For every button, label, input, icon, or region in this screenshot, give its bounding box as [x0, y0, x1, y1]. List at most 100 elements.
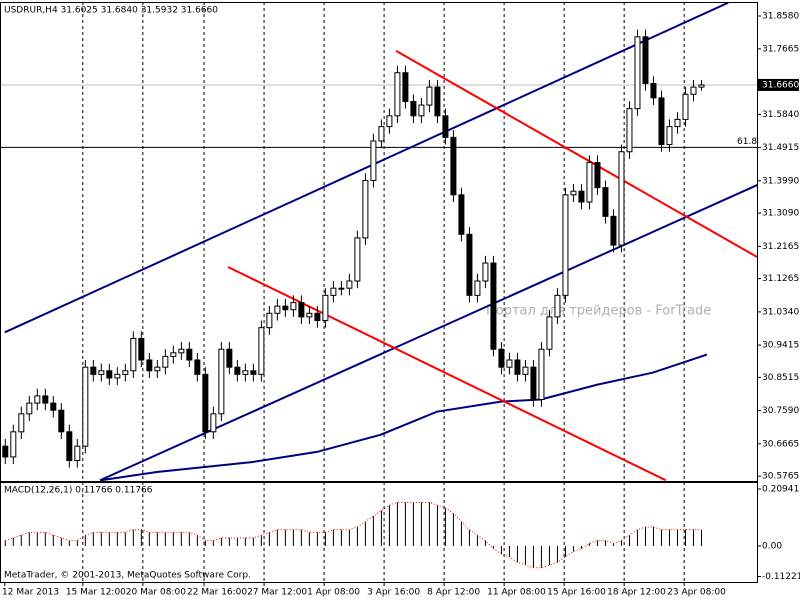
candle-body [42, 395, 49, 404]
candle-body [282, 305, 289, 311]
candle-body [498, 348, 505, 368]
candle-body [130, 337, 137, 372]
x-tick-label: 8 Apr 12:00 [427, 588, 480, 598]
y-tick-label: 30.6665 [762, 439, 799, 449]
y-tick-label: 31.3990 [762, 176, 799, 186]
candle-body [274, 305, 281, 314]
candle-body [674, 118, 681, 128]
candle-body [682, 93, 689, 120]
y-tick-label: 30.7590 [762, 406, 799, 416]
candle-body [202, 373, 209, 433]
x-tick-label: 22 Mar 16:00 [187, 588, 247, 598]
candle-body [138, 337, 145, 361]
candle-body [458, 194, 465, 235]
candle-body [570, 190, 577, 196]
x-tick-label: 15 Mar 12:00 [66, 588, 126, 598]
main-frame [0, 2, 758, 482]
candle-body [330, 287, 337, 296]
copyright: MetaTrader, © 2001-2013, MetaQuotes Soft… [4, 571, 251, 581]
candle-body [50, 402, 57, 411]
candle-body [546, 316, 553, 350]
moving-average [100, 353, 708, 481]
candle-body [18, 413, 25, 433]
candle-body [26, 402, 33, 415]
y-tick-label: 30.5765 [762, 472, 799, 482]
candle-body [418, 104, 425, 117]
x-tick-label: 27 Mar 12:00 [247, 588, 307, 598]
candle-body [562, 194, 569, 296]
candle-body [34, 395, 41, 404]
candle-body [506, 359, 513, 368]
candle-body [610, 215, 617, 246]
candle-body [426, 86, 433, 106]
candle-body [434, 86, 441, 117]
candle-body [146, 359, 153, 372]
candle-body [602, 187, 609, 217]
candle-body [530, 366, 537, 400]
candle-body [466, 233, 473, 296]
candle-body [74, 445, 81, 462]
candle-body [98, 370, 105, 375]
candle-body [162, 355, 169, 368]
x-tick-label: 12 Mar 2013 [2, 588, 59, 598]
y-tick-label: 30.8515 [762, 373, 799, 383]
candle-body [378, 126, 385, 142]
candle-body [306, 312, 313, 318]
x-tick-label: 18 Apr 12:00 [607, 588, 666, 598]
candle-body [634, 36, 641, 110]
candle-body [114, 373, 121, 379]
candle-body [666, 126, 673, 146]
candle-body [210, 413, 217, 433]
candle-body [258, 327, 265, 375]
candle-body [290, 302, 297, 311]
candle-body [490, 262, 497, 350]
y-tick-label: 31.3090 [762, 209, 799, 219]
chart-title: USDRUR,H4 31.6025 31.6840 31.5932 31.666… [4, 6, 218, 16]
candle-body [658, 97, 665, 146]
macd-y-tick-label: 0.20941 [762, 485, 799, 495]
candle-body [314, 312, 321, 321]
x-tick-label: 11 Apr 08:00 [487, 588, 546, 598]
candle-body [642, 36, 649, 85]
candle-body [650, 83, 657, 99]
candle-body [586, 162, 593, 203]
candle-body [554, 294, 561, 318]
candle-body [410, 100, 417, 117]
y-tick-label: 31.0340 [762, 307, 799, 317]
candle-body [322, 294, 329, 321]
candle-body [386, 115, 393, 128]
candle-body [10, 431, 17, 458]
x-tick-label: 23 Apr 08:00 [667, 588, 726, 598]
candle-body [106, 370, 113, 379]
candle-body [370, 140, 377, 181]
candle-body [250, 370, 257, 375]
y-tick-label: 30.9415 [762, 341, 799, 351]
candle-body [394, 72, 401, 117]
trendline [99, 184, 757, 481]
candle-body [482, 262, 489, 282]
candle-body [338, 287, 345, 290]
candle-body [578, 190, 585, 203]
macd-y-tick-label: 0.00 [762, 541, 782, 551]
watermark: Портал для трейдеров - ForTrade [486, 304, 711, 319]
x-tick-label: 20 Mar 08:00 [126, 588, 186, 598]
candle-body [194, 359, 201, 375]
candle-body [474, 280, 481, 296]
y-tick-label: 31.2165 [762, 242, 799, 252]
macd-frame [0, 482, 758, 583]
candle-body [234, 366, 241, 375]
candle-body [690, 86, 697, 95]
y-tick-label: 31.7665 [762, 44, 799, 54]
fibo-label: 61.8 [737, 137, 757, 147]
macd-y-tick-label: -0.11221 [762, 572, 800, 582]
y-tick-label: 31.8580 [762, 12, 799, 22]
candle-body [154, 366, 161, 372]
candle-body [178, 348, 185, 354]
candle-body [58, 409, 65, 433]
candle-body [346, 280, 353, 289]
macd-signal [5, 501, 702, 569]
candle-body [538, 348, 545, 400]
candle-body [626, 108, 633, 153]
candle-body [594, 162, 601, 189]
